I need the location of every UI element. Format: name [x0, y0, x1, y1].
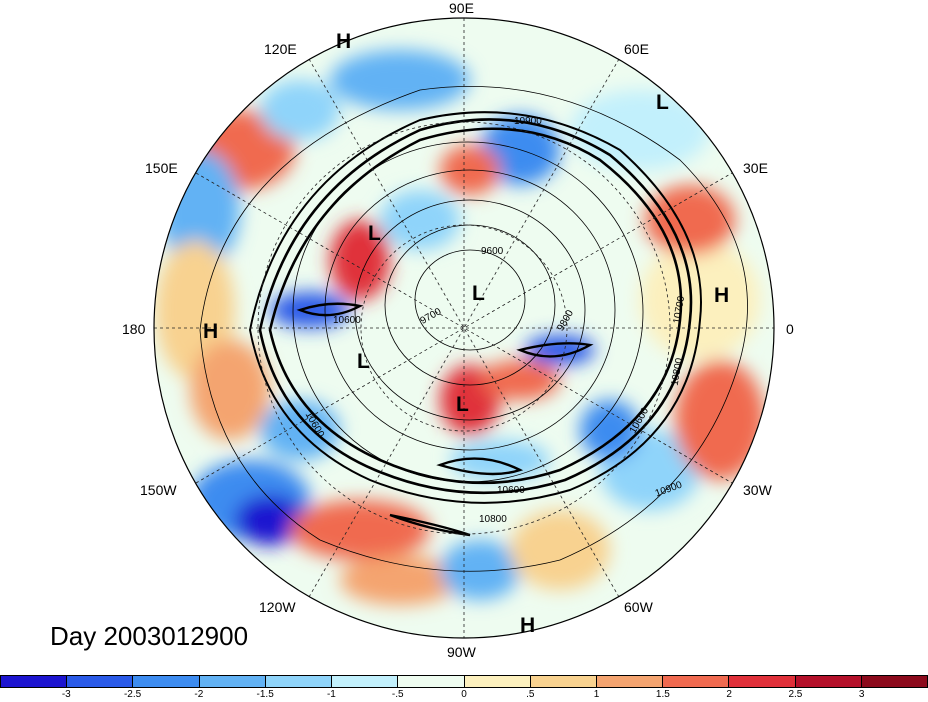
colorbar-segment [398, 676, 465, 687]
lon-label-150w: 150W [140, 482, 177, 498]
high-center-marker: H [203, 320, 219, 343]
colorbar-tick-labels: -3 -2.5 -2 -1.5 -1 -.5 0 .5 1 1.5 2 2.5 3 [0, 689, 928, 701]
lon-label-60e: 60E [624, 41, 649, 57]
lon-label-30w: 30W [743, 482, 772, 498]
colorbar-segment [729, 676, 796, 687]
lon-label-0: 0 [786, 321, 794, 337]
lon-label-150e: 150E [145, 160, 178, 176]
colorbar-tick-label: 2.5 [788, 689, 803, 700]
low-center-marker: L [368, 222, 381, 245]
colorbar-segment [133, 676, 200, 687]
map-border [153, 17, 775, 639]
high-center-marker: H [336, 30, 352, 53]
lon-label-120w: 120W [259, 599, 296, 615]
lon-label-30e: 30E [743, 160, 768, 176]
low-center-marker: L [456, 393, 469, 416]
lon-label-90e: 90E [449, 0, 474, 16]
low-center-marker: L [656, 91, 669, 114]
colorbar-tick-label: 3 [858, 689, 865, 700]
low-center-marker: L [472, 282, 485, 305]
colorbar-tick-label: -1.5 [256, 689, 274, 700]
colorbar-tick-label: 0 [461, 689, 467, 700]
high-center-marker: H [520, 614, 536, 637]
lon-label-90w: 90W [447, 644, 476, 660]
lon-label-60w: 60W [624, 599, 653, 615]
colorbar-segment [265, 676, 333, 687]
colorbar-tick-label: .5 [526, 689, 535, 700]
contour-label: 10600 [497, 485, 525, 496]
colorbar [0, 675, 928, 688]
colorbar-segment [67, 676, 134, 687]
graticule [154, 18, 774, 638]
colorbar-tick-label: 2 [726, 689, 732, 700]
colorbar-tick-label: -2.5 [123, 689, 142, 700]
contour-label: 10600 [333, 315, 361, 326]
colorbar-segment [530, 676, 597, 687]
colorbar-segment [596, 676, 664, 687]
lon-label-180: 180 [122, 321, 146, 337]
date-title: Day 2003012900 [50, 621, 249, 651]
colorbar-segment [332, 676, 399, 687]
contour-label: 10800 [479, 514, 507, 525]
height-contours [199, 85, 748, 572]
colorbar-segment [1, 676, 68, 687]
contour-label: 10900 [514, 116, 542, 127]
colorbar-segment [663, 676, 730, 687]
low-center-marker: L [357, 350, 370, 373]
lon-label-120e: 120E [264, 41, 297, 57]
colorbar-tick-label: -2 [194, 689, 204, 700]
colorbar-tick-label: 1.5 [655, 689, 670, 700]
colorbar-tick-label: 1 [593, 689, 600, 700]
colorbar-segment [199, 676, 266, 687]
high-center-marker: H [714, 284, 730, 307]
colorbar-tick-label: -3 [61, 689, 71, 700]
colorbar-segment [464, 676, 531, 687]
colorbar-segment [861, 676, 928, 687]
colorbar-segment [795, 676, 862, 687]
contour-label: 9600 [481, 246, 504, 257]
colorbar-tick-label: -.5 [391, 689, 404, 700]
colorbar-tick-label: -1 [326, 689, 336, 700]
